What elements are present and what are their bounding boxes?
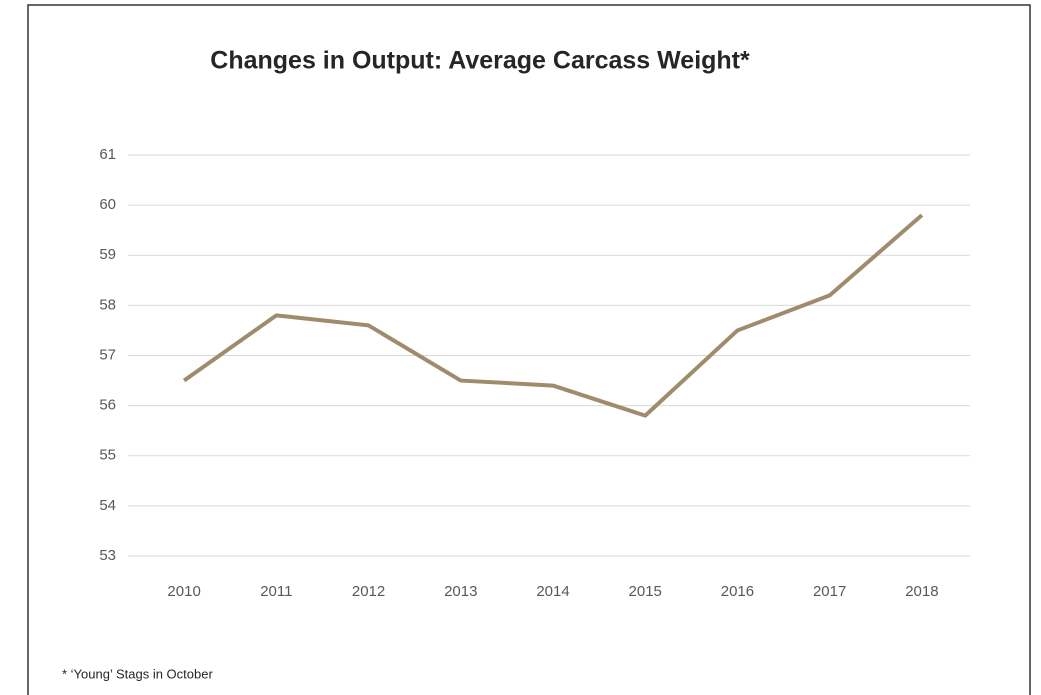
x-tick-label: 2017 — [813, 583, 846, 600]
chart-title: Changes in Output: Average Carcass Weigh… — [210, 47, 750, 75]
x-tick-label: 2011 — [260, 583, 292, 600]
y-tick-label: 57 — [99, 346, 116, 363]
y-tick-label: 60 — [99, 196, 116, 213]
frame — [27, 4, 1031, 695]
x-tick-label: 2016 — [721, 583, 754, 600]
data-line — [182, 213, 924, 418]
y-tick-label: 58 — [99, 296, 116, 313]
y-tick-label: 61 — [99, 146, 116, 163]
y-tick-label: 56 — [99, 397, 116, 414]
x-tick-label: 2013 — [444, 583, 477, 600]
x-tick-label: 2018 — [905, 583, 938, 600]
x-tick-label: 2014 — [536, 583, 569, 600]
y-tick-label: 55 — [99, 447, 116, 464]
y-tick-label: 54 — [99, 497, 116, 514]
footnote: * ‘Young’ Stags in October — [62, 666, 213, 681]
x-tick-label: 2012 — [352, 583, 385, 600]
x-tick-label: 2010 — [167, 583, 200, 600]
y-tick-label: 59 — [99, 246, 116, 263]
x-tick-label: 2015 — [629, 583, 662, 600]
y-tick-label: 53 — [99, 547, 116, 564]
